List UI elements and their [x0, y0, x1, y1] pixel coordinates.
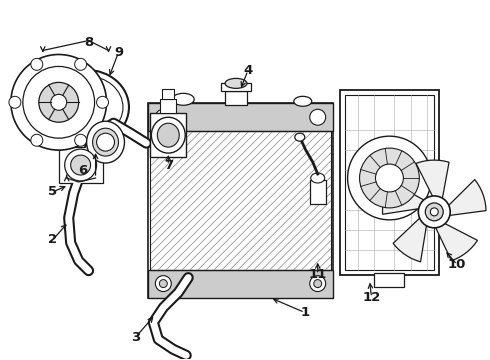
- Bar: [148, 103, 333, 131]
- Text: 12: 12: [363, 291, 381, 304]
- Text: 9: 9: [114, 46, 123, 59]
- Polygon shape: [435, 222, 478, 261]
- Circle shape: [418, 196, 450, 228]
- Ellipse shape: [151, 117, 185, 153]
- Text: 7: 7: [164, 158, 173, 172]
- Bar: [59, 147, 102, 183]
- Circle shape: [347, 136, 431, 220]
- Text: 3: 3: [131, 331, 140, 344]
- Text: 1: 1: [300, 306, 309, 319]
- Circle shape: [23, 67, 95, 138]
- Ellipse shape: [294, 96, 312, 106]
- Circle shape: [310, 276, 326, 292]
- Bar: [148, 270, 333, 298]
- Bar: [221, 84, 251, 91]
- Circle shape: [11, 54, 106, 150]
- Circle shape: [9, 96, 21, 108]
- Ellipse shape: [65, 149, 97, 181]
- Polygon shape: [447, 180, 486, 216]
- Polygon shape: [393, 217, 427, 262]
- Circle shape: [425, 203, 443, 221]
- Bar: [150, 113, 186, 157]
- Circle shape: [155, 109, 172, 125]
- Bar: [160, 99, 176, 113]
- Ellipse shape: [295, 133, 305, 141]
- Circle shape: [97, 96, 108, 108]
- Ellipse shape: [225, 78, 247, 88]
- Circle shape: [430, 208, 438, 216]
- Text: 10: 10: [448, 258, 466, 271]
- Bar: [310, 180, 326, 204]
- Circle shape: [155, 276, 172, 292]
- Ellipse shape: [93, 128, 119, 156]
- Circle shape: [31, 134, 43, 146]
- Circle shape: [375, 164, 403, 192]
- Circle shape: [74, 134, 87, 146]
- Ellipse shape: [172, 93, 194, 105]
- Ellipse shape: [71, 155, 91, 175]
- Ellipse shape: [87, 121, 124, 163]
- Circle shape: [360, 148, 419, 208]
- Bar: [148, 103, 333, 298]
- Bar: [340, 90, 439, 275]
- Text: 8: 8: [84, 36, 93, 49]
- Circle shape: [159, 280, 167, 288]
- Circle shape: [31, 58, 43, 70]
- Text: 5: 5: [48, 185, 57, 198]
- Circle shape: [314, 280, 322, 288]
- Bar: [374, 273, 404, 287]
- Circle shape: [51, 94, 67, 110]
- Polygon shape: [416, 160, 449, 200]
- Polygon shape: [383, 183, 426, 214]
- Circle shape: [97, 133, 115, 151]
- Circle shape: [39, 82, 78, 122]
- Circle shape: [310, 109, 326, 125]
- Text: 11: 11: [309, 268, 327, 281]
- Ellipse shape: [157, 123, 179, 147]
- Bar: [150, 131, 331, 270]
- Bar: [162, 89, 174, 99]
- Bar: [225, 91, 247, 105]
- Circle shape: [74, 58, 87, 70]
- Text: 4: 4: [244, 64, 253, 77]
- Bar: [344, 95, 434, 270]
- Text: 2: 2: [48, 233, 57, 246]
- Text: 6: 6: [78, 163, 87, 176]
- Ellipse shape: [311, 173, 325, 183]
